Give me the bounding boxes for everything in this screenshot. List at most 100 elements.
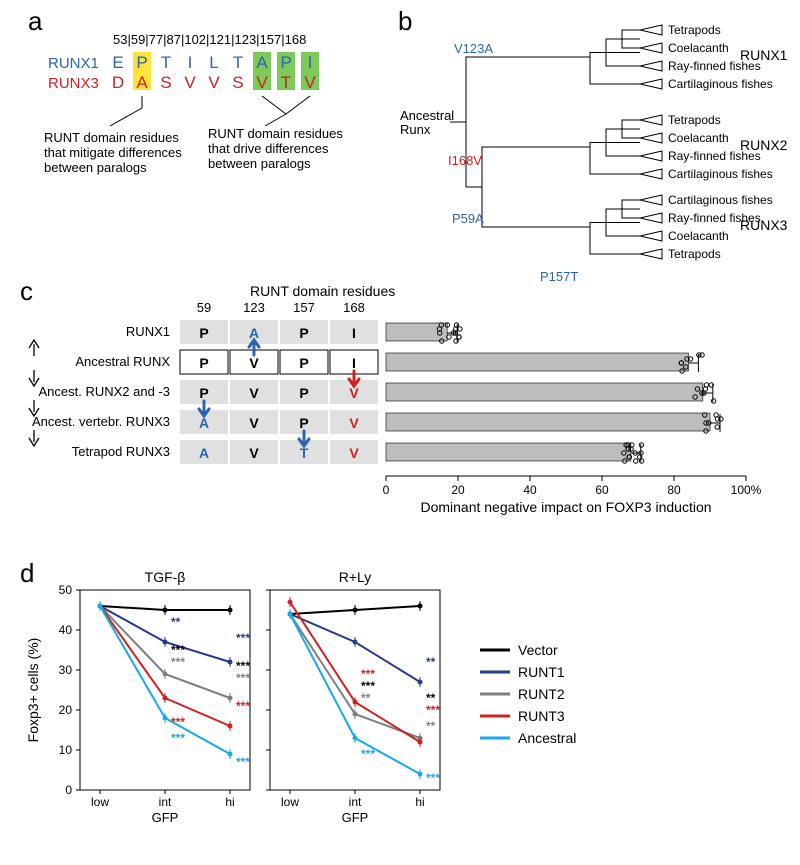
svg-text:***: *** [171,655,185,669]
svg-text:0: 0 [383,483,390,497]
svg-text:***: *** [236,671,250,685]
svg-text:E: E [112,53,123,72]
svg-text:P: P [299,355,308,371]
svg-text:Ancestral: Ancestral [518,730,576,746]
svg-text:RUNT3: RUNT3 [518,708,565,724]
svg-text:P: P [299,385,308,401]
svg-text:123: 123 [243,300,265,315]
svg-text:Ancest. RUNX2 and -3: Ancest. RUNX2 and -3 [38,384,170,399]
svg-text:Tetrapods: Tetrapods [668,113,721,127]
svg-text:P: P [299,415,308,431]
svg-text:Cartilaginous fishes: Cartilaginous fishes [668,167,773,181]
svg-text:100%: 100% [731,483,762,497]
svg-text:40: 40 [523,483,537,497]
svg-text:V: V [304,73,316,92]
svg-text:**: ** [361,691,371,705]
panel-a: 53|59|77|87|102|121|123|157|168 RUNX1RUN… [40,20,380,220]
svg-text:RUNX1: RUNX1 [740,47,788,63]
svg-text:Cartilaginous fishes: Cartilaginous fishes [668,193,773,207]
svg-text:GFP: GFP [152,810,179,825]
svg-text:that drive differences: that drive differences [208,141,329,156]
svg-text:Ancestral: Ancestral [400,108,454,123]
svg-text:A: A [199,445,209,461]
svg-text:Foxp3+ cells (%): Foxp3+ cells (%) [25,638,41,743]
svg-text:R+Ly: R+Ly [339,569,372,585]
svg-text:V: V [249,385,259,401]
svg-text:P: P [199,385,208,401]
svg-text:50: 50 [59,583,73,597]
svg-text:S: S [232,73,243,92]
svg-text:**: ** [171,615,181,629]
panel-b: TetrapodsCoelacanthRay-finned fishesCart… [400,10,790,280]
svg-text:***: *** [236,755,250,769]
svg-text:A: A [136,73,148,92]
svg-text:40: 40 [59,623,73,637]
svg-text:**: ** [426,719,436,733]
svg-text:RUNT domain residues: RUNT domain residues [44,130,179,145]
svg-text:10: 10 [59,743,73,757]
svg-text:T: T [161,53,171,72]
svg-text:RUNT1: RUNT1 [518,664,565,680]
svg-text:168: 168 [343,300,365,315]
svg-text:P59A: P59A [452,211,484,226]
svg-text:low: low [91,795,109,809]
svg-text:Coelacanth: Coelacanth [668,131,729,145]
svg-text:60: 60 [595,483,609,497]
svg-text:I: I [352,325,356,341]
svg-text:80: 80 [667,483,681,497]
svg-text:hi: hi [225,795,234,809]
svg-text:P: P [136,53,147,72]
svg-text:RUNX1: RUNX1 [48,55,99,72]
svg-text:T: T [233,53,243,72]
svg-text:between paralogs: between paralogs [208,156,311,171]
svg-text:P: P [299,325,308,341]
svg-text:P: P [199,355,208,371]
svg-text:TGF-β: TGF-β [145,569,186,585]
svg-text:I: I [352,355,356,371]
svg-text:Coelacanth: Coelacanth [668,229,729,243]
svg-text:L: L [209,53,218,72]
svg-text:between paralogs: between paralogs [44,160,147,175]
svg-text:I: I [308,53,313,72]
svg-text:**: ** [426,655,436,669]
svg-text:V: V [349,445,359,461]
svg-text:Ancestral RUNX: Ancestral RUNX [75,354,170,369]
svg-text:V: V [256,73,268,92]
svg-text:int: int [159,795,172,809]
svg-text:T: T [281,73,291,92]
svg-text:Tetrapods: Tetrapods [668,247,721,261]
svg-text:I: I [188,53,193,72]
svg-text:Vector: Vector [518,642,558,658]
svg-text:***: *** [236,631,250,645]
svg-text:Ancest. vertebr. RUNX3: Ancest. vertebr. RUNX3 [32,414,170,429]
svg-text:V: V [249,415,259,431]
svg-text:***: *** [236,699,250,713]
svg-text:A: A [256,53,268,72]
svg-text:***: *** [361,747,375,761]
svg-text:***: *** [171,731,185,745]
svg-text:RUNX2: RUNX2 [740,137,788,153]
svg-text:157: 157 [293,300,315,315]
svg-text:V: V [249,445,259,461]
svg-text:59: 59 [197,300,211,315]
svg-text:V: V [249,355,259,371]
svg-text:V: V [208,73,220,92]
svg-text:RUNT domain residues: RUNT domain residues [250,283,395,299]
svg-text:D: D [112,73,124,92]
svg-text:0: 0 [65,783,72,797]
svg-text:RUNX3: RUNX3 [48,75,99,92]
svg-text:P: P [280,53,291,72]
svg-text:that mitigate differences: that mitigate differences [44,145,182,160]
svg-text:GFP: GFP [342,810,369,825]
svg-text:V123A: V123A [454,41,493,56]
svg-text:RUNT domain residues: RUNT domain residues [208,126,343,141]
svg-text:20: 20 [451,483,465,497]
svg-text:I168V: I168V [448,153,482,168]
panel-c: RUNT domain residues59123157168RUNX1PAPI… [20,280,780,540]
svg-text:RUNT2: RUNT2 [518,686,565,702]
svg-text:20: 20 [59,703,73,717]
svg-text:V: V [349,415,359,431]
svg-text:RUNX3: RUNX3 [740,217,788,233]
svg-text:Tetrapods: Tetrapods [668,23,721,37]
svg-text:***: *** [171,715,185,729]
